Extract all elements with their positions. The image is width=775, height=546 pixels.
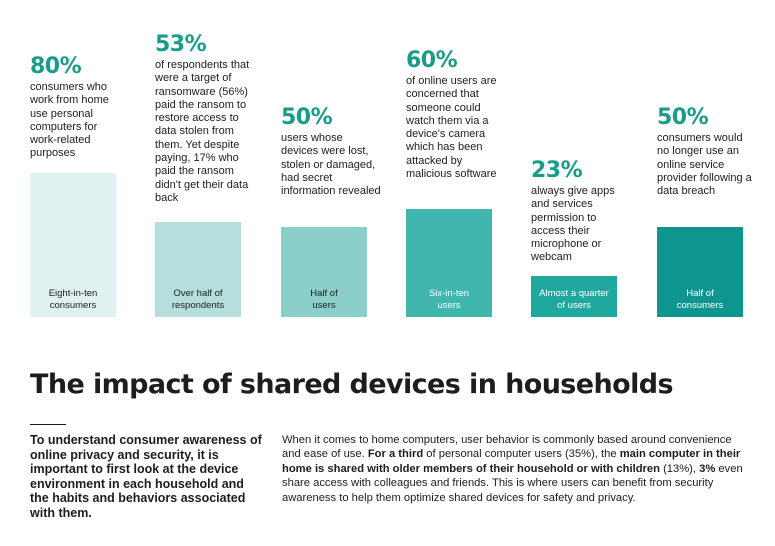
stat-camera-concern: 60% of online users are concerned that s…	[406, 49, 524, 181]
lead-paragraph: To understand consumer awareness of onli…	[30, 433, 262, 520]
stat-lost-devices: 50% users whose devices were lost, stole…	[281, 106, 399, 198]
body-text-1: When it comes to home computers, user be…	[282, 434, 732, 461]
stat-bar-label: Half of consumers	[676, 288, 724, 311]
heading-divider	[30, 424, 66, 425]
body-text-2: of personal computer users	[426, 448, 562, 461]
stat-description: of respondents that were a target of ran…	[155, 59, 250, 204]
stat-data-breach: 50% consumers would no longer use an onl…	[657, 106, 775, 198]
stat-app-permissions: 23% always give apps and services permis…	[531, 159, 649, 265]
stat-bar: Over half of respondents	[155, 222, 241, 317]
body-bold-1: For a third	[367, 448, 424, 461]
body-bold-2: main computer in their home is shared wi…	[282, 448, 741, 475]
body-text-3: (35%), the	[564, 448, 617, 461]
stat-description: consumers who work from home use persona…	[30, 81, 109, 160]
stat-bar: Eight-in-ten consumers	[30, 173, 116, 317]
stat-value: 50%	[657, 105, 709, 130]
stat-bar: Half of consumers	[657, 227, 743, 317]
stat-bar-label: Six-in-ten users	[428, 288, 470, 311]
stat-value: 60%	[406, 48, 458, 73]
body-text-5: even share access with colleagues and fr…	[282, 462, 743, 490]
stat-bar-label: Half of users	[310, 288, 338, 311]
stat-description: consumers would no longer use an online …	[657, 132, 752, 198]
stat-value: 23%	[531, 158, 583, 183]
body-bold-3: 3%	[699, 462, 716, 475]
section-heading: The impact of shared devices in househol…	[30, 369, 674, 400]
stat-bar: Six-in-ten users	[406, 209, 492, 317]
stat-description: always give apps and services permission…	[531, 185, 615, 264]
stat-value: 50%	[281, 105, 333, 130]
body-text-4: (13%),	[663, 462, 697, 475]
stat-description: users whose devices were lost, stolen or…	[281, 132, 381, 198]
stat-bar-label: Almost a quarter of users	[539, 288, 609, 311]
stat-ransomware: 53% of respondents that were a target of…	[155, 33, 273, 205]
body-paragraph: When it comes to home computers, user be…	[282, 433, 752, 505]
stat-bar: Half of users	[281, 227, 367, 317]
stat-description: of online users are concerned that someo…	[406, 75, 497, 181]
stat-bar-label: Over half of respondents	[171, 288, 225, 311]
body-text-6: This is where users can benefit from sec…	[282, 477, 714, 504]
stat-value: 80%	[30, 54, 82, 79]
stat-bar: Almost a quarter of users	[531, 276, 617, 317]
stat-bar-label: Eight-in-ten consumers	[48, 288, 98, 311]
stat-work-from-home: 80% consumers who work from home use per…	[30, 55, 148, 161]
stat-value: 53%	[155, 32, 207, 57]
